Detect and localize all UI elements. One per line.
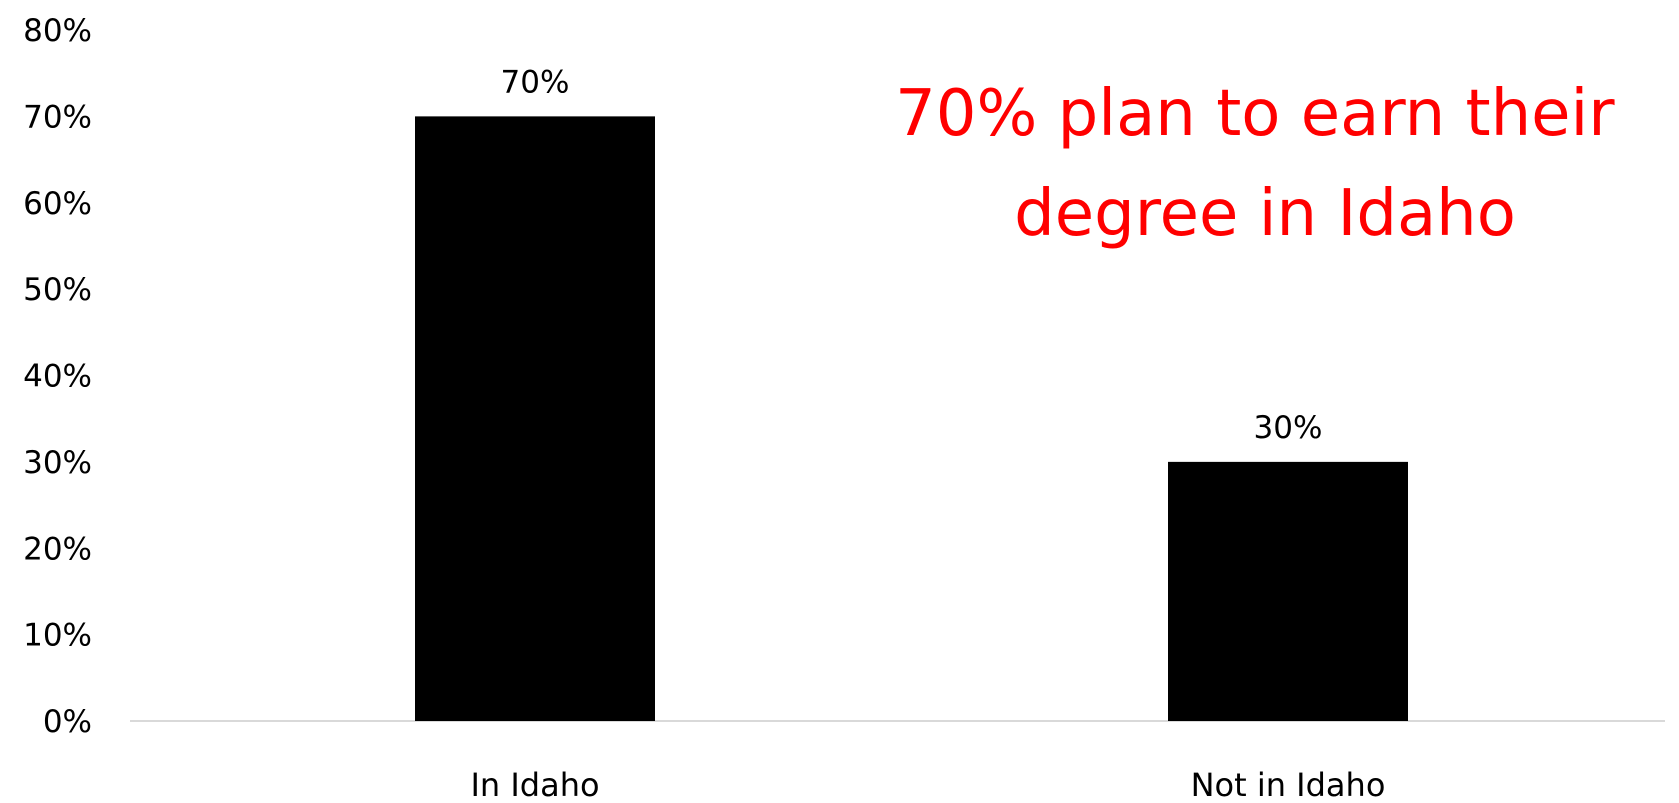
bar: [415, 116, 655, 721]
annotation-line-2: degree in Idaho: [1014, 177, 1516, 251]
x-category-label: Not in Idaho: [1191, 766, 1386, 803]
chart-annotation: 70% plan to earn their degree in Idaho: [895, 77, 1635, 251]
y-tick-label: 20%: [23, 531, 92, 567]
bar-data-label: 70%: [501, 64, 570, 100]
annotation-line-1: 70% plan to earn their: [895, 77, 1615, 151]
y-tick-label: 10%: [23, 618, 92, 654]
category-labels: In Idaho Not in Idaho: [470, 766, 1385, 803]
y-tick-label: 30%: [23, 445, 92, 481]
bars: [415, 116, 1408, 721]
y-tick-label: 80%: [23, 13, 92, 49]
data-labels: 70% 30%: [501, 64, 1323, 446]
y-tick-label: 70%: [23, 99, 92, 135]
bar-data-label: 30%: [1254, 410, 1323, 446]
y-tick-label: 0%: [43, 704, 92, 740]
bar: [1168, 461, 1408, 721]
y-axis-ticks: 0% 10% 20% 30% 40% 50% 60% 70% 80%: [23, 13, 92, 740]
y-tick-label: 60%: [23, 186, 92, 222]
y-tick-label: 50%: [23, 272, 92, 308]
x-category-label: In Idaho: [470, 766, 599, 803]
y-tick-label: 40%: [23, 359, 92, 395]
